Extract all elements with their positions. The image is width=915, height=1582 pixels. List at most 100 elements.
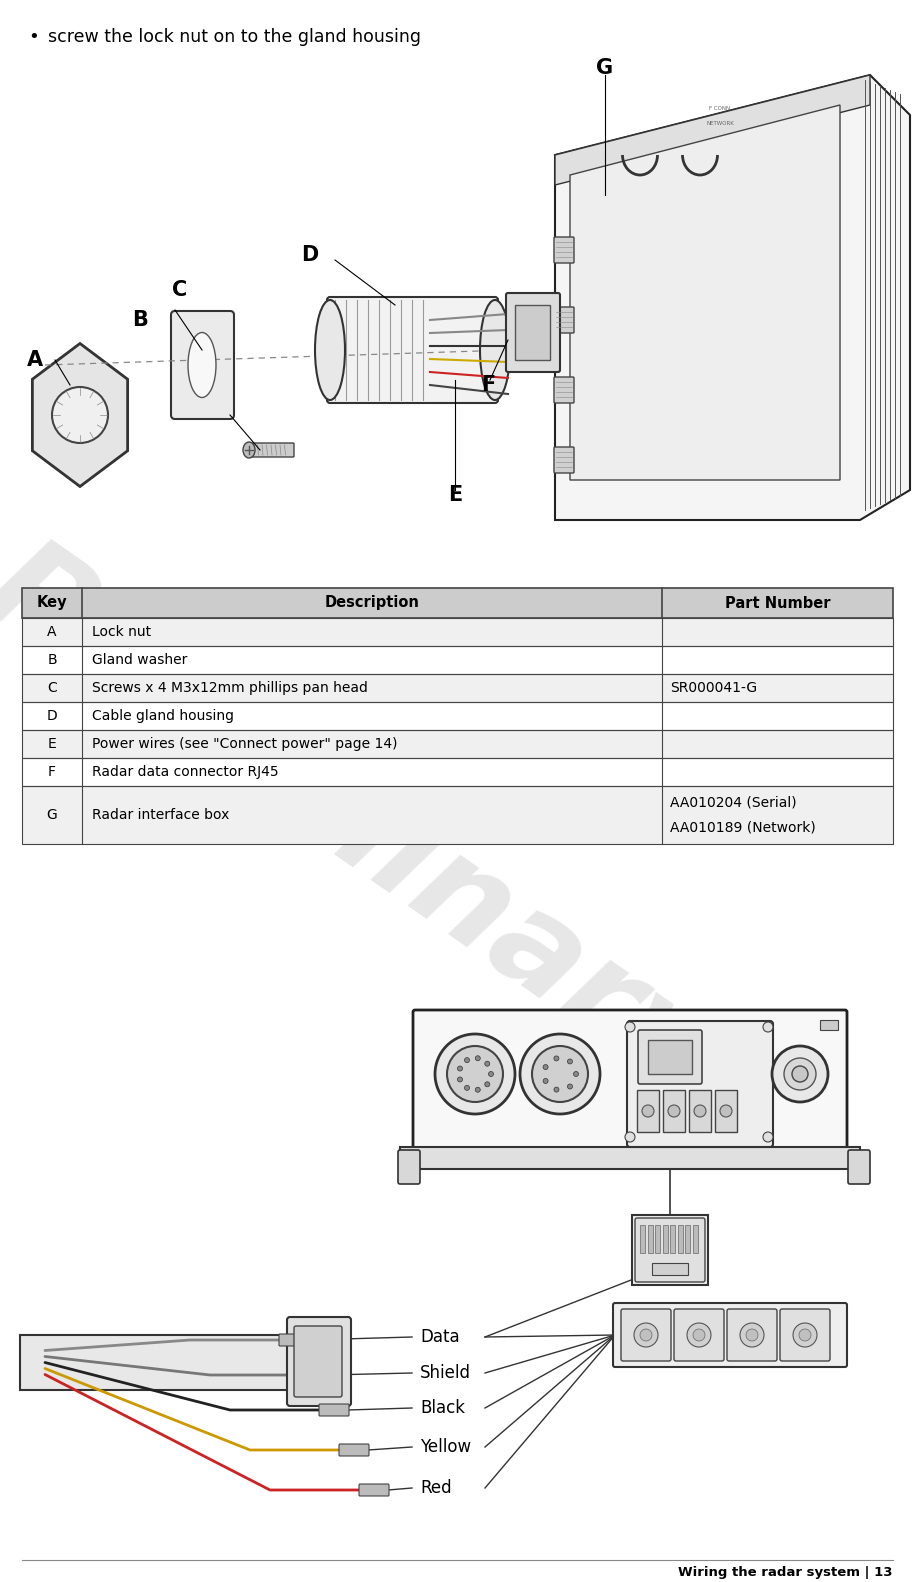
Text: B: B	[132, 310, 148, 331]
Bar	[637, 1090, 659, 1133]
Circle shape	[793, 1323, 817, 1346]
Text: AA010204 (Serial): AA010204 (Serial)	[670, 796, 797, 810]
Text: Preliminary: Preliminary	[0, 525, 735, 1120]
Circle shape	[792, 1066, 808, 1082]
FancyBboxPatch shape	[635, 1218, 705, 1281]
Text: Gland washer: Gland washer	[92, 653, 188, 668]
Bar	[685, 1224, 690, 1253]
FancyBboxPatch shape	[638, 1030, 702, 1084]
Circle shape	[554, 1087, 559, 1092]
Bar	[655, 1224, 660, 1253]
Circle shape	[772, 1046, 828, 1103]
Polygon shape	[32, 343, 127, 487]
FancyBboxPatch shape	[398, 1150, 420, 1183]
Bar	[22, 674, 893, 702]
Circle shape	[720, 1104, 732, 1117]
Circle shape	[447, 1046, 503, 1103]
Circle shape	[485, 1062, 490, 1066]
Text: C: C	[48, 680, 57, 694]
Bar	[648, 1039, 692, 1074]
Circle shape	[465, 1058, 469, 1063]
Circle shape	[475, 1087, 480, 1092]
Polygon shape	[555, 74, 870, 185]
Text: D: D	[47, 709, 58, 723]
Text: Wiring the radar system | 13: Wiring the radar system | 13	[679, 1566, 893, 1579]
FancyBboxPatch shape	[294, 1326, 342, 1397]
Circle shape	[554, 1055, 559, 1062]
FancyBboxPatch shape	[299, 1368, 329, 1381]
Text: Yellow: Yellow	[420, 1438, 471, 1455]
Circle shape	[687, 1323, 711, 1346]
Circle shape	[625, 1022, 635, 1031]
Text: G: G	[597, 59, 614, 78]
Text: C: C	[172, 280, 188, 301]
Bar	[22, 758, 893, 786]
FancyBboxPatch shape	[674, 1308, 724, 1361]
Bar	[22, 729, 893, 758]
Text: B: B	[48, 653, 57, 668]
FancyBboxPatch shape	[287, 1316, 351, 1406]
Circle shape	[465, 1085, 469, 1090]
FancyBboxPatch shape	[621, 1308, 671, 1361]
Text: E: E	[48, 737, 57, 751]
FancyBboxPatch shape	[506, 293, 560, 372]
Circle shape	[799, 1329, 811, 1342]
Text: Cable gland housing: Cable gland housing	[92, 709, 234, 723]
Bar	[715, 1090, 737, 1133]
Bar	[400, 1147, 860, 1169]
Polygon shape	[570, 104, 840, 479]
Text: Power wires (see "Connect power" page 14): Power wires (see "Connect power" page 14…	[92, 737, 397, 751]
Circle shape	[625, 1133, 635, 1142]
FancyBboxPatch shape	[279, 1334, 309, 1346]
Bar	[22, 619, 893, 645]
FancyBboxPatch shape	[247, 443, 294, 457]
Bar	[22, 589, 893, 619]
Circle shape	[634, 1323, 658, 1346]
Text: D: D	[301, 245, 318, 266]
Circle shape	[544, 1065, 548, 1069]
Text: AA010189 (Network): AA010189 (Network)	[670, 821, 816, 835]
Circle shape	[489, 1071, 493, 1076]
Circle shape	[746, 1329, 758, 1342]
Text: Red: Red	[420, 1479, 452, 1497]
Ellipse shape	[188, 332, 216, 397]
FancyBboxPatch shape	[613, 1304, 847, 1367]
Text: •: •	[28, 28, 38, 46]
Bar	[640, 1224, 645, 1253]
Bar	[22, 702, 893, 729]
Bar	[22, 674, 893, 702]
Text: Radar data connector RJ45: Radar data connector RJ45	[92, 766, 279, 778]
Text: Screws x 4 M3x12mm phillips pan head: Screws x 4 M3x12mm phillips pan head	[92, 680, 368, 694]
Circle shape	[574, 1071, 578, 1076]
Text: F: F	[481, 375, 495, 396]
Circle shape	[640, 1329, 652, 1342]
Ellipse shape	[480, 301, 510, 400]
Bar	[689, 1090, 711, 1133]
FancyBboxPatch shape	[413, 1009, 847, 1160]
Bar	[20, 1335, 290, 1391]
Circle shape	[435, 1035, 515, 1114]
Circle shape	[567, 1084, 573, 1088]
Circle shape	[520, 1035, 600, 1114]
Text: G: G	[47, 808, 58, 823]
FancyBboxPatch shape	[554, 377, 574, 403]
FancyBboxPatch shape	[327, 297, 498, 403]
Circle shape	[763, 1133, 773, 1142]
Bar	[22, 786, 893, 845]
Circle shape	[544, 1079, 548, 1084]
Text: Black: Black	[420, 1398, 465, 1417]
FancyBboxPatch shape	[554, 237, 574, 263]
Circle shape	[668, 1104, 680, 1117]
Text: A: A	[27, 350, 43, 370]
Polygon shape	[555, 74, 910, 520]
Text: Part Number: Part Number	[725, 595, 830, 611]
FancyBboxPatch shape	[627, 1020, 773, 1147]
Text: Lock nut: Lock nut	[92, 625, 151, 639]
Bar	[662, 1224, 668, 1253]
Bar	[22, 645, 893, 674]
Text: Shield: Shield	[420, 1364, 471, 1383]
Bar	[677, 1224, 683, 1253]
Text: NETWORK: NETWORK	[706, 120, 734, 127]
FancyBboxPatch shape	[554, 307, 574, 332]
Text: F CONN: F CONN	[709, 106, 730, 111]
